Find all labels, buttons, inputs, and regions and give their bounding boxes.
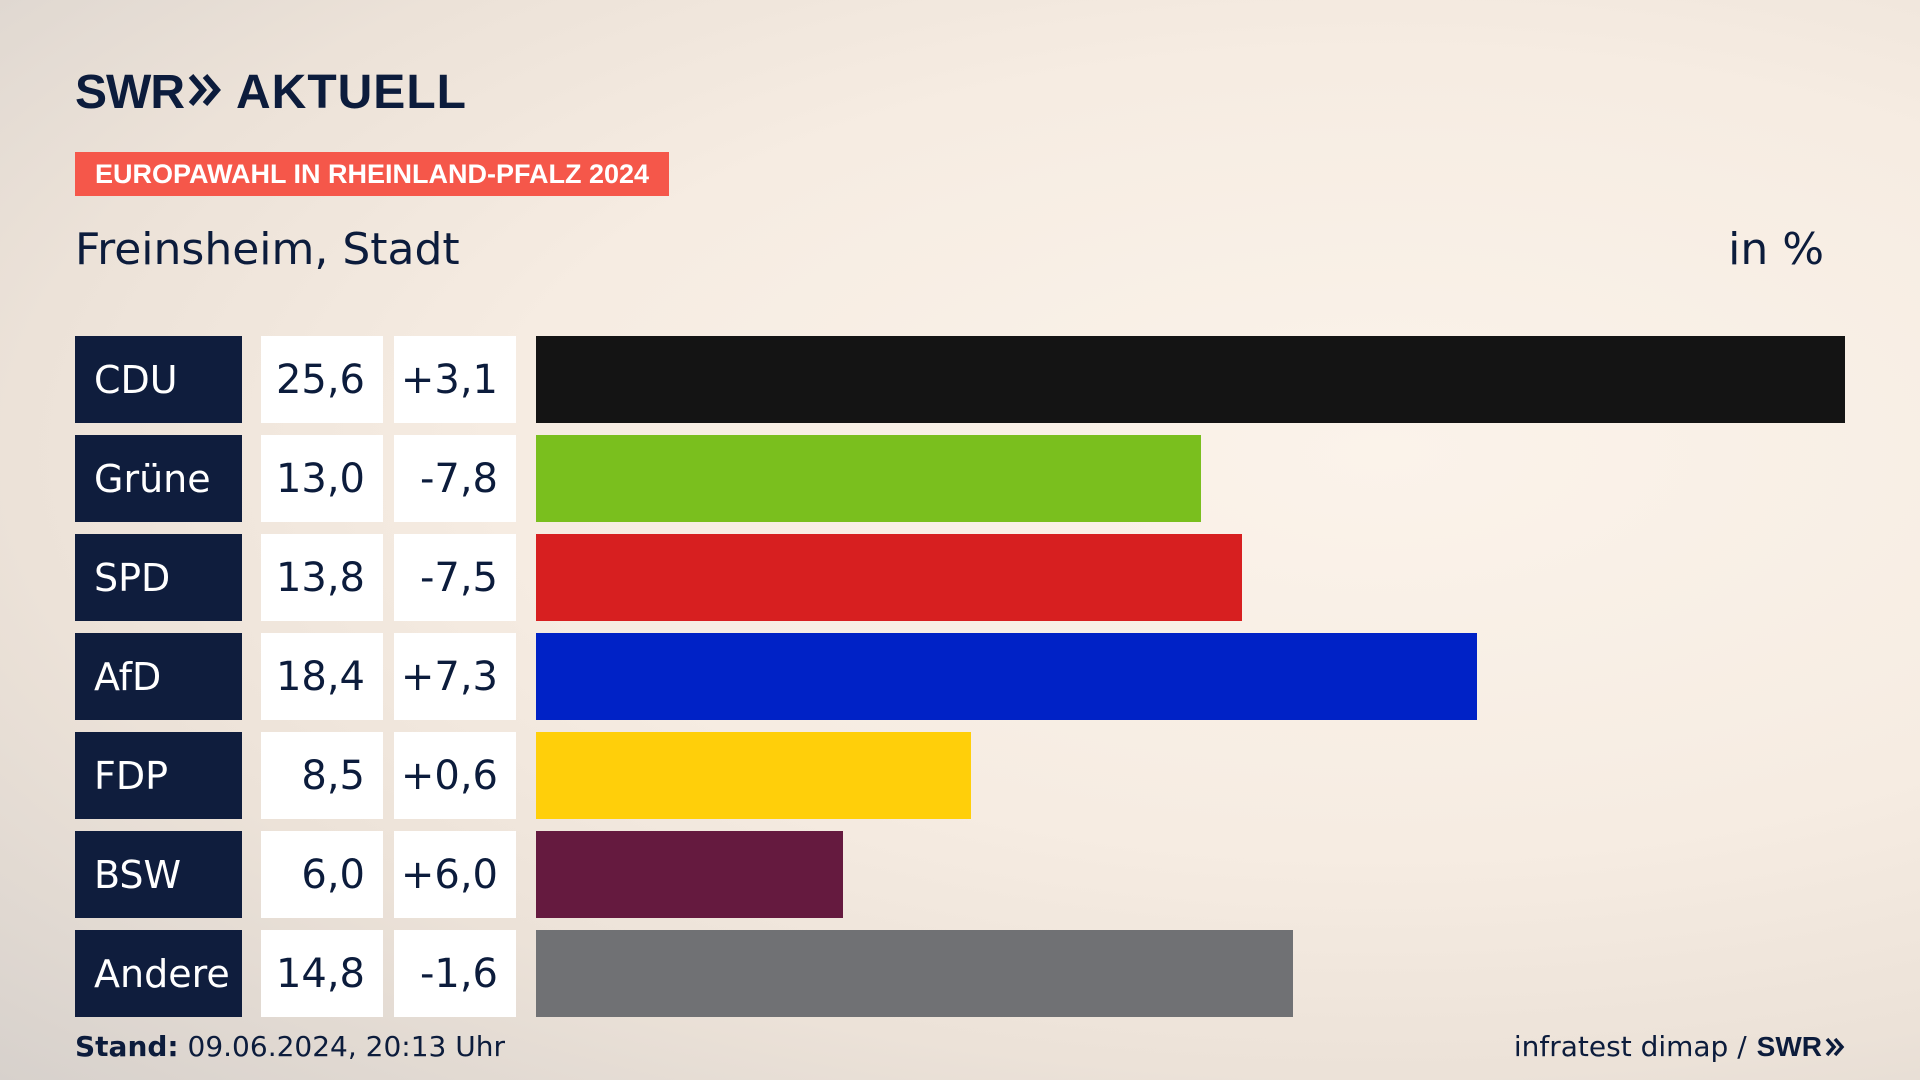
result-bar (536, 336, 1845, 423)
vote-share-label: 13,8 (261, 534, 383, 621)
vote-change-label: -7,5 (394, 534, 516, 621)
timestamp-value: 09.06.2024, 20:13 Uhr (187, 1030, 505, 1063)
vote-change-label: -1,6 (394, 930, 516, 1017)
vote-share-label: 13,0 (261, 435, 383, 522)
result-row: CDU 25,6 +3,1 (75, 336, 1845, 423)
logo-aktuell-text: AKTUELL (235, 65, 467, 119)
result-bar (536, 534, 1242, 621)
party-label: BSW (75, 831, 242, 918)
party-label: Grüne (75, 435, 242, 522)
swr-aktuell-logo: SWR AKTUELL (75, 65, 467, 119)
source-credit: infratest dimap / SWR (1514, 1030, 1845, 1063)
result-bar (536, 732, 971, 819)
party-label: SPD (75, 534, 242, 621)
result-row: FDP 8,5 +0,6 (75, 732, 1845, 819)
vote-change-label: +0,6 (394, 732, 516, 819)
result-bar (536, 633, 1477, 720)
vote-share-label: 6,0 (261, 831, 383, 918)
footer-double-chevron-icon (1825, 1037, 1845, 1057)
timestamp-label: Stand: (75, 1030, 179, 1063)
result-row: AfD 18,4 +7,3 (75, 633, 1845, 720)
logo-swr-text: SWR (75, 65, 185, 119)
party-label: FDP (75, 732, 242, 819)
double-chevron-icon (188, 73, 222, 111)
result-row: BSW 6,0 +6,0 (75, 831, 1845, 918)
result-row: Andere 14,8 -1,6 (75, 930, 1845, 1017)
result-row: Grüne 13,0 -7,8 (75, 435, 1845, 522)
vote-share-label: 18,4 (261, 633, 383, 720)
vote-share-label: 14,8 (261, 930, 383, 1017)
result-bar (536, 930, 1293, 1017)
party-label: Andere (75, 930, 242, 1017)
place-title: Freinsheim, Stadt (75, 224, 460, 275)
vote-change-label: +7,3 (394, 633, 516, 720)
party-label: CDU (75, 336, 242, 423)
result-bar (536, 435, 1201, 522)
vote-share-label: 8,5 (261, 732, 383, 819)
vote-change-label: +6,0 (394, 831, 516, 918)
result-bar (536, 831, 843, 918)
election-banner: EUROPAWAHL IN RHEINLAND-PFALZ 2024 (75, 152, 670, 196)
vote-change-label: -7,8 (394, 435, 516, 522)
result-row: SPD 13,8 -7,5 (75, 534, 1845, 621)
vote-share-label: 25,6 (261, 336, 383, 423)
footer-swr-logo: SWR (1756, 1030, 1822, 1062)
source-text: infratest dimap / (1513, 1030, 1747, 1063)
vote-change-label: +3,1 (394, 336, 516, 423)
timestamp: Stand: 09.06.2024, 20:13 Uhr (75, 1030, 505, 1063)
unit-label: in % (1728, 224, 1824, 275)
party-label: AfD (75, 633, 242, 720)
